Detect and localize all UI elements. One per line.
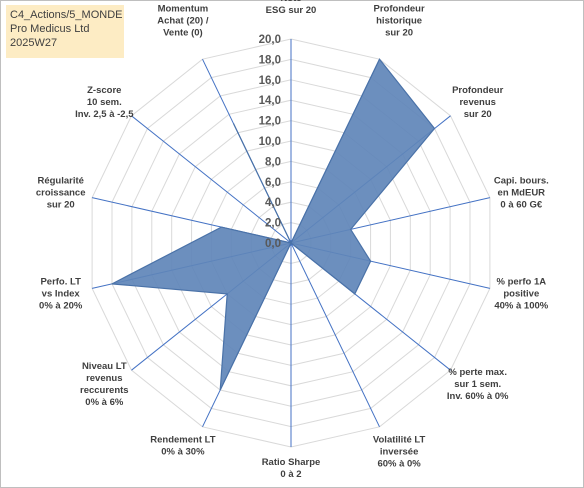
tick-label: 2,0: [265, 218, 281, 230]
info-line-2: Pro Medicus Ltd: [10, 23, 90, 35]
info-line-1: C4_Actions/5_MONDE: [10, 9, 123, 21]
series-area: [109, 58, 436, 391]
category-label: Ratio Sharpe 0 à 2: [262, 457, 321, 480]
tick-label: 14,0: [259, 95, 281, 107]
tick-label: 4,0: [265, 197, 281, 209]
category-label: Niveau LT revenus reccurents 0% à 6%: [80, 361, 129, 408]
category-label: NoteESG sur 20: [266, 0, 317, 16]
category-label: % perte max. sur 1 sem. Inv. 60% à 0%: [447, 367, 509, 402]
category-label: Volatilité LT inversée 60% à 0%: [373, 435, 426, 470]
category-label: Perfo. LT vs Index 0% à 20%: [39, 276, 83, 311]
axis-spoke: [131, 115, 292, 244]
category-label: Momentum Achat (20) / Vente (0): [157, 3, 209, 38]
tick-label: 8,0: [265, 156, 281, 168]
info-line-3: 2025W27: [10, 37, 58, 49]
category-label: Z-score 10 sem. Inv. 2,5 à -2,5: [75, 85, 134, 120]
series-layer: [109, 58, 436, 391]
category-label: Régularité croissance sur 20: [36, 176, 86, 211]
tick-label: 12,0: [259, 116, 281, 128]
tick-label: 10,0: [259, 136, 281, 148]
tick-label: 20,0: [259, 34, 281, 46]
tick-labels: 0,0 2,0 4,0 6,0 8,0 10,0 12,0 14,0 16,0 18,0 20,0: [259, 34, 281, 250]
info-box: C4_Actions/5_MONDE Pro Medicus Ltd 2025W…: [6, 5, 124, 58]
category-label: Profondeur revenus sur 20: [452, 85, 503, 120]
tick-label: 6,0: [265, 177, 281, 189]
category-label: Profondeur historique sur 20: [373, 3, 424, 38]
category-label: Capi. bours. en MdEUR 0 à 60 G€: [494, 176, 549, 211]
axis-spoke: [290, 242, 380, 428]
category-label: % perfo 1A positive 40% à 100%: [494, 276, 548, 311]
tick-label: 0,0: [265, 238, 281, 250]
tick-label: 16,0: [259, 75, 281, 87]
category-label: Rendement LT 0% à 30%: [150, 435, 215, 458]
tick-label: 18,0: [259, 54, 281, 66]
